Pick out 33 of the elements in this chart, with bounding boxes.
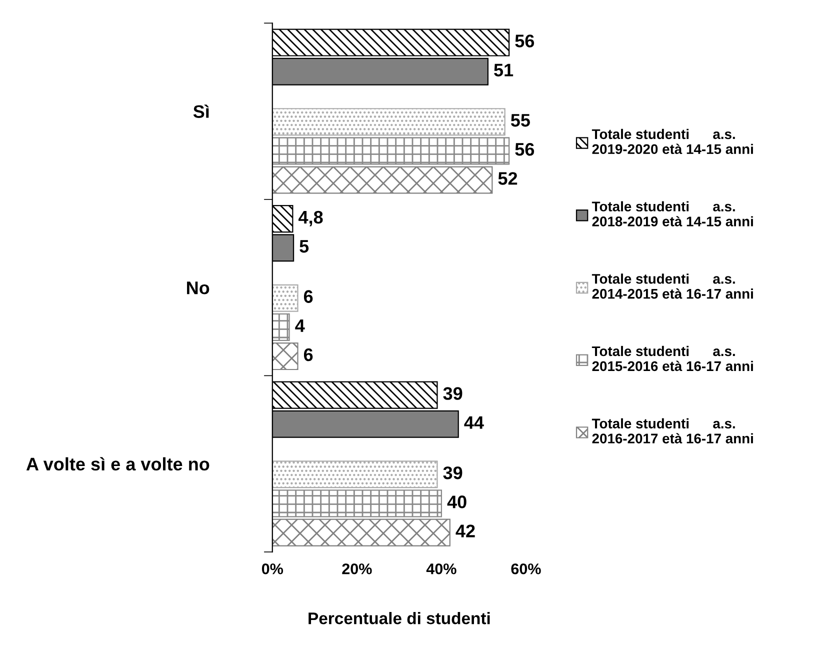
bar (272, 108, 506, 136)
legend-label: Totale studenti a.s. 2014-2015 età 16-17 anni (592, 274, 753, 299)
bar (272, 460, 438, 488)
data-label: 51 (494, 64, 514, 76)
legend-label: Totale studenti a.s. 2019-2020 età 14-15 anni (592, 128, 753, 154)
bar (272, 490, 442, 518)
x-tick-label: 20% (342, 563, 372, 574)
data-label: 52 (498, 172, 518, 185)
bar (272, 284, 298, 312)
legend-label: Totale studenti a.s. 2016-2017 età 16-17 anni (592, 418, 753, 444)
data-label: 56 (515, 142, 534, 156)
data-label: 5 (300, 240, 309, 253)
y-tick-label: Sì (193, 104, 209, 118)
data-label: 56 (515, 34, 534, 48)
y-tick-label: No (187, 282, 210, 294)
data-label: 6 (304, 290, 313, 303)
x-tick-label: 60% (511, 563, 541, 574)
x-axis-title: Percentuale di studenti (308, 612, 490, 624)
data-label: 42 (456, 524, 475, 538)
data-label: 4 (295, 319, 305, 332)
data-label: 6 (304, 348, 313, 362)
data-label: 55 (510, 114, 530, 127)
data-label: 44 (464, 416, 484, 429)
data-label: 40 (447, 496, 466, 508)
data-label: 39 (443, 387, 462, 400)
legend-label: Totale studenti a.s. 2018-2019 età 14-15 anni (592, 201, 753, 226)
x-tick-label: 40% (426, 563, 456, 574)
bar (272, 518, 450, 546)
legend-label: Totale studenti a.s. 2015-2016 età 16-17 anni (592, 346, 753, 372)
data-label: 39 (443, 466, 462, 480)
x-tick-label: 0% (262, 563, 284, 574)
data-label: 4,8 (298, 210, 323, 226)
y-tick-label: A volte sì e a volte no (26, 457, 210, 471)
